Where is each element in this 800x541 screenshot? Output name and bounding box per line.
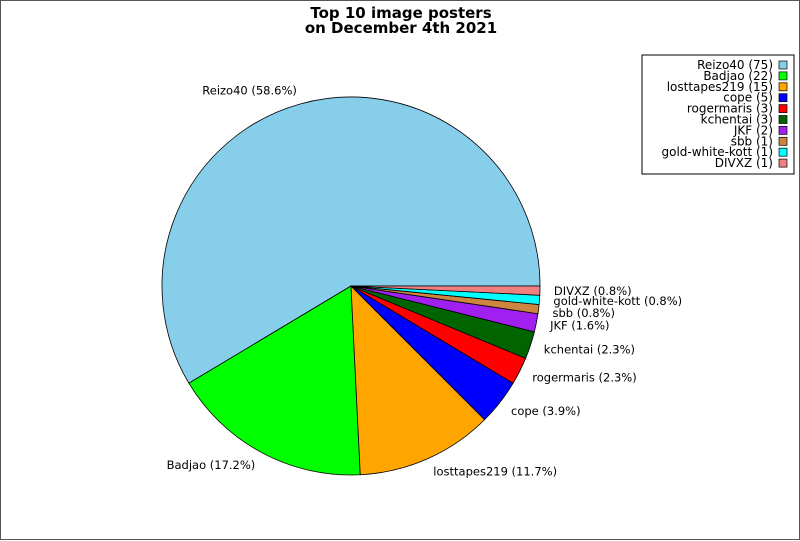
slice-label-gold-white-kott: gold-white-kott (0.8%) — [553, 294, 682, 308]
slice-label-reizo40: Reizo40 (58.6%) — [202, 83, 297, 97]
slice-label-rogermaris: rogermaris (2.3%) — [532, 370, 636, 384]
legend-swatch-losttapes219 — [778, 82, 788, 92]
legend-label-cope: cope (5) — [723, 91, 773, 105]
slice-label-losttapes219: losttapes219 (11.7%) — [433, 465, 557, 479]
legend-label-gold-white-kott: gold-white-kott (1) — [662, 145, 774, 159]
slice-label-badjao: Badjao (17.2%) — [167, 458, 256, 472]
legend-swatch-badjao — [778, 71, 788, 81]
legend-label-sbb: sbb (1) — [731, 134, 773, 148]
legend-label-losttapes219: losttapes219 (15) — [667, 80, 773, 94]
chart-title-line-2: on December 4th 2021 — [305, 19, 497, 37]
pie-slices — [161, 96, 541, 476]
chart-title-line-1: Top 10 image posters — [310, 4, 491, 22]
legend-swatch-kchentai — [778, 115, 788, 124]
legend-label-jkf: JKF (2) — [733, 123, 773, 137]
legend-label-kchentai: kchentai (3) — [701, 113, 773, 127]
legend: Reizo40 (75)Badjao (22)losttapes219 (15)… — [641, 54, 795, 175]
slice-label-divxz: DIVXZ (0.8%) — [554, 284, 632, 298]
slice-label-sbb: sbb (0.8%) — [553, 306, 615, 320]
legend-label-divxz: DIVXZ (1) — [715, 156, 773, 170]
legend-label-rogermaris: rogermaris (3) — [687, 102, 773, 116]
legend-label-badjao: Badjao (22) — [703, 69, 773, 83]
legend-box — [641, 54, 795, 175]
slice-label-cope: cope (3.9%) — [511, 404, 581, 418]
pie-slice-reizo40 — [161, 96, 541, 384]
pie-labels: Reizo40 (58.6%) Badjao (17.2%) losttapes21… — [167, 83, 683, 478]
legend-swatch-divxz — [778, 158, 788, 168]
pie-slice-losttapes219 — [350, 284, 486, 476]
legend-label-reizo40: Reizo40 (75) — [697, 58, 773, 72]
legend-swatch-gold-white-kott — [778, 147, 788, 157]
slice-label-kchentai: kchentai (2.3%) — [544, 343, 635, 357]
legend-swatch-reizo40 — [778, 60, 788, 70]
slice-label-jkf: JKF (1.6%) — [549, 319, 609, 333]
pie-slice-divxz — [350, 285, 541, 296]
legend-swatch-sbb — [778, 136, 788, 146]
pie-slice-badjao — [188, 285, 361, 476]
legend-swatch-rogermaris — [778, 104, 788, 113]
legend-swatch-jkf — [778, 126, 788, 135]
legend-swatch-cope — [778, 93, 788, 103]
